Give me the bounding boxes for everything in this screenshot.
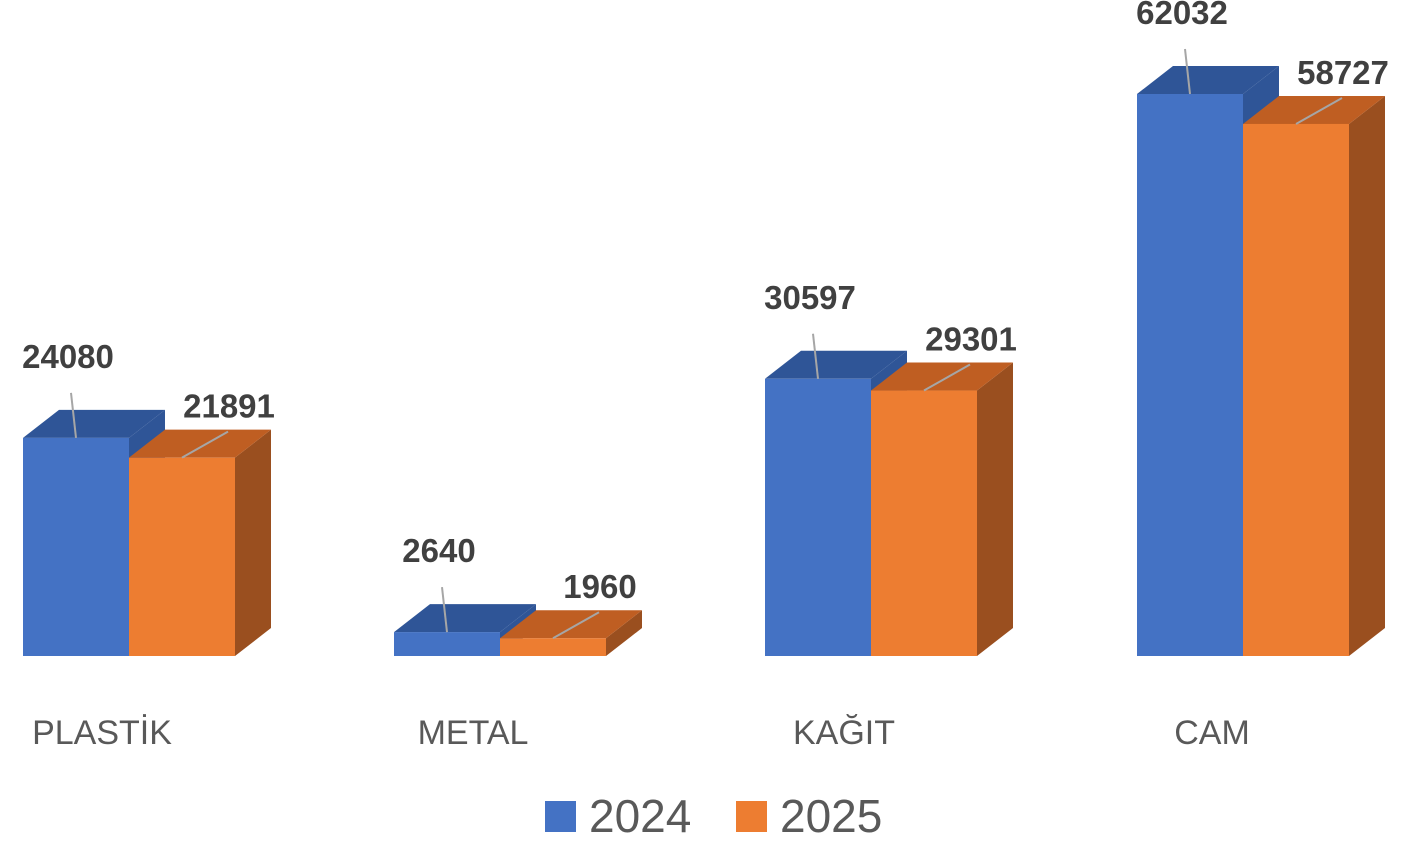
data-label: 58727	[1297, 54, 1389, 91]
bar-side	[977, 362, 1013, 656]
bar-front	[500, 638, 606, 656]
bar-top	[1243, 95, 1385, 124]
bar-front	[1243, 123, 1349, 657]
leader-line	[1184, 48, 1191, 95]
bar-top	[500, 610, 642, 639]
bar-front	[871, 390, 977, 656]
category-axis: PLASTİK METAL KAĞIT CAM	[32, 714, 1250, 752]
bar-front	[394, 632, 500, 656]
legend-item-2024: 2024	[545, 790, 691, 841]
category-label: PLASTİK	[32, 714, 172, 752]
category-label: CAM	[1174, 714, 1250, 752]
bar-side	[606, 610, 642, 656]
data-label: 62032	[1136, 0, 1228, 31]
data-label: 2640	[402, 532, 475, 569]
bar-front	[1137, 94, 1243, 656]
legend: 2024 2025	[545, 790, 882, 841]
data-label: 1960	[563, 568, 636, 605]
bar-top	[871, 362, 1013, 391]
bar-side	[1349, 95, 1385, 657]
data-label: 30597	[764, 279, 856, 316]
bar-top	[394, 604, 536, 633]
leader-line	[923, 363, 971, 392]
legend-label: 2025	[780, 790, 882, 841]
bar-front	[765, 378, 871, 656]
legend-swatch	[545, 801, 576, 832]
bar-2025-0	[129, 429, 271, 656]
data-label-group: 24080 21891 2640 1960 30597 29301 62032 58727	[22, 0, 1389, 640]
bar-group	[23, 66, 1385, 657]
leader-line	[181, 430, 229, 459]
legend-item-2025: 2025	[736, 790, 882, 841]
bar-top	[129, 429, 271, 458]
data-label: 24080	[22, 338, 114, 375]
bar-top	[765, 350, 907, 379]
bar-2025-1	[500, 610, 642, 656]
leader-line	[552, 611, 600, 640]
legend-label: 2024	[589, 790, 691, 841]
bar-2025-3	[1243, 95, 1385, 657]
bar-2025-2	[871, 362, 1013, 656]
leader-line	[1295, 97, 1343, 125]
bar-top	[1137, 66, 1279, 94]
legend-swatch	[736, 801, 767, 832]
leader-line	[70, 392, 77, 438]
bar-top	[23, 409, 165, 438]
leader-line	[812, 333, 819, 379]
bar-front	[129, 457, 235, 656]
category-label: METAL	[418, 714, 529, 752]
bar-front	[23, 437, 129, 656]
category-label: KAĞIT	[793, 714, 895, 752]
bar-side	[235, 429, 271, 656]
data-label: 29301	[925, 321, 1017, 358]
data-label: 21891	[183, 388, 275, 425]
leader-line	[441, 586, 448, 633]
